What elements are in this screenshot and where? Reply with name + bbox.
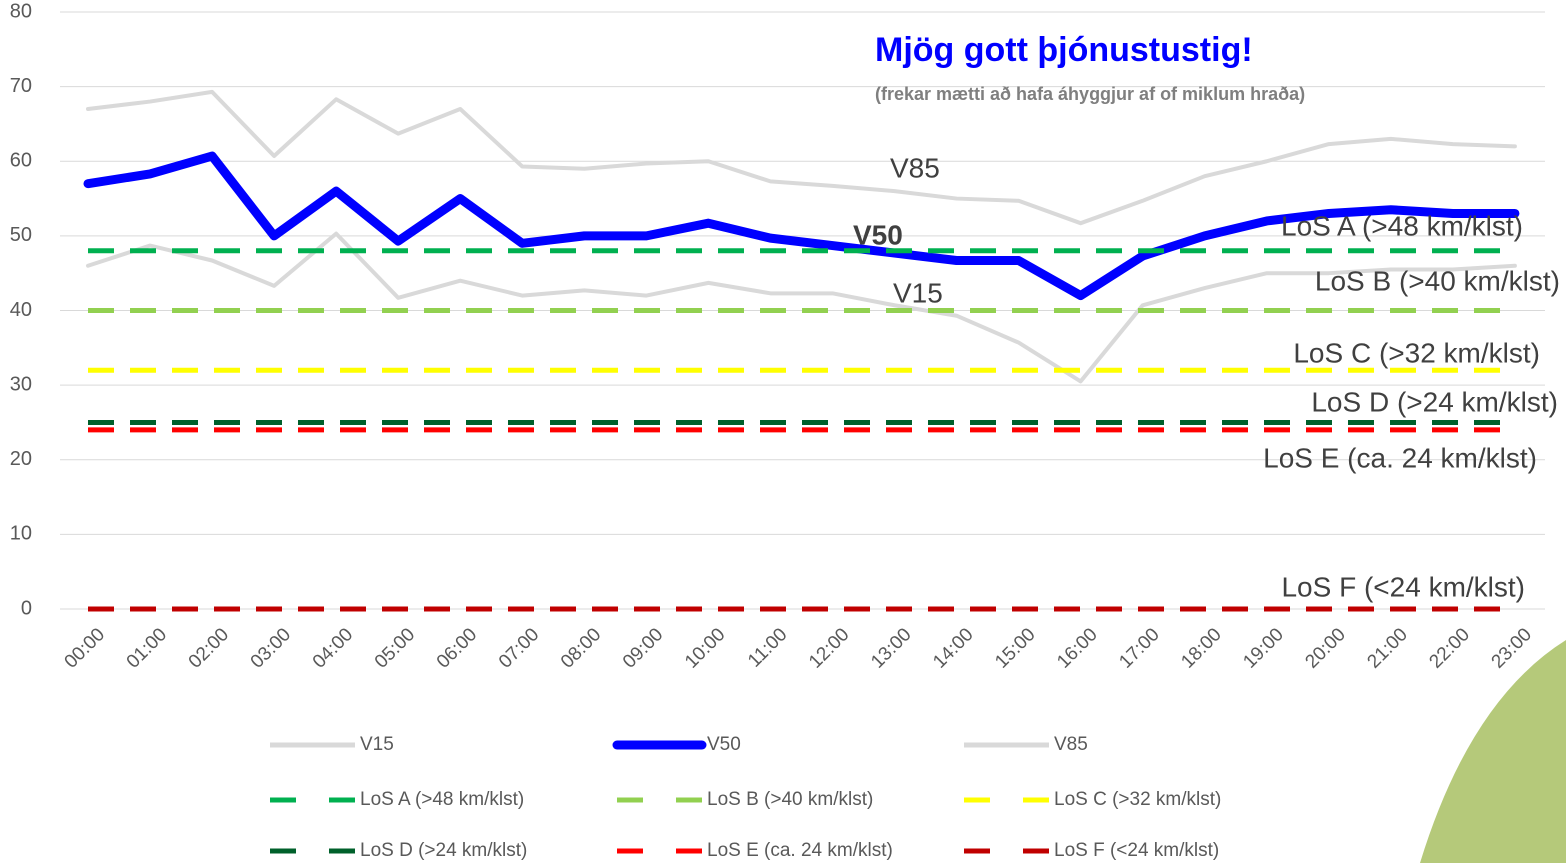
x-tick-label: 01:00	[123, 624, 171, 672]
series-annotation: LoS A (>48 km/klst)	[1281, 210, 1523, 241]
series-annotation: V85	[890, 152, 940, 183]
series-line	[86, 231, 1517, 384]
x-tick-label: 03:00	[247, 624, 295, 672]
series-annotation: LoS C (>32 km/klst)	[1293, 337, 1540, 368]
series-line	[86, 89, 1517, 226]
x-tick-label: 09:00	[619, 624, 667, 672]
legend-label: V15	[360, 734, 394, 755]
y-tick-label: 50	[10, 224, 32, 246]
legend-label: V50	[707, 734, 741, 755]
x-tick-label: 02:00	[185, 624, 233, 672]
y-tick-label: 70	[10, 75, 32, 97]
x-tick-label: 07:00	[495, 624, 543, 672]
legend-label: LoS E (ca. 24 km/klst)	[707, 840, 893, 861]
x-tick-label: 15:00	[991, 624, 1039, 672]
decoration	[1420, 640, 1566, 863]
x-tick-label: 14:00	[929, 624, 977, 672]
x-tick-label: 04:00	[309, 624, 357, 672]
series-annotation: LoS B (>40 km/klst)	[1315, 265, 1560, 296]
y-tick-label: 80	[10, 0, 32, 22]
x-tick-label: 10:00	[681, 624, 729, 672]
x-tick-label: 11:00	[744, 624, 791, 671]
x-tick-label: 18:00	[1177, 624, 1225, 672]
series-annotation: V15	[893, 277, 943, 308]
x-tick-label: 12:00	[805, 624, 853, 672]
series-annotation: V50	[853, 219, 903, 250]
x-tick-label: 05:00	[371, 624, 419, 672]
legend-label: LoS B (>40 km/klst)	[707, 789, 873, 810]
legend-label: LoS C (>32 km/klst)	[1054, 789, 1221, 810]
x-tick-label: 13:00	[867, 624, 915, 672]
x-tick-label: 19:00	[1239, 624, 1287, 672]
series-annotation: LoS F (<24 km/klst)	[1281, 571, 1525, 602]
legend-label: LoS F (<24 km/klst)	[1054, 840, 1219, 861]
y-tick-label: 20	[10, 448, 32, 470]
y-tick-label: 40	[10, 299, 32, 321]
chart-subtitle: (frekar mætti að hafa áhyggjur af of mik…	[875, 84, 1305, 104]
legend-label: V85	[1054, 734, 1088, 755]
y-tick-label: 30	[10, 373, 32, 395]
series-line	[83, 151, 1520, 301]
x-tick-label: 16:00	[1053, 624, 1101, 672]
y-tick-label: 0	[21, 597, 32, 619]
y-tick-label: 10	[10, 523, 32, 545]
x-tick-label: 22:00	[1425, 624, 1473, 672]
x-tick-label: 20:00	[1301, 624, 1349, 672]
chart-title: Mjög gott þjónustustig!	[875, 31, 1253, 69]
x-tick-label: 23:00	[1488, 624, 1536, 672]
y-tick-label: 60	[10, 150, 32, 172]
x-tick-label: 06:00	[433, 624, 481, 672]
x-tick-label: 17:00	[1115, 624, 1163, 672]
series-annotation: LoS E (ca. 24 km/klst)	[1263, 442, 1537, 473]
legend-label: LoS D (>24 km/klst)	[360, 840, 527, 861]
legend-label: LoS A (>48 km/klst)	[360, 789, 524, 810]
x-tick-label: 08:00	[557, 624, 605, 672]
x-tick-label: 21:00	[1363, 624, 1411, 672]
x-tick-label: 00:00	[61, 624, 109, 672]
series-annotation: LoS D (>24 km/klst)	[1311, 386, 1558, 417]
